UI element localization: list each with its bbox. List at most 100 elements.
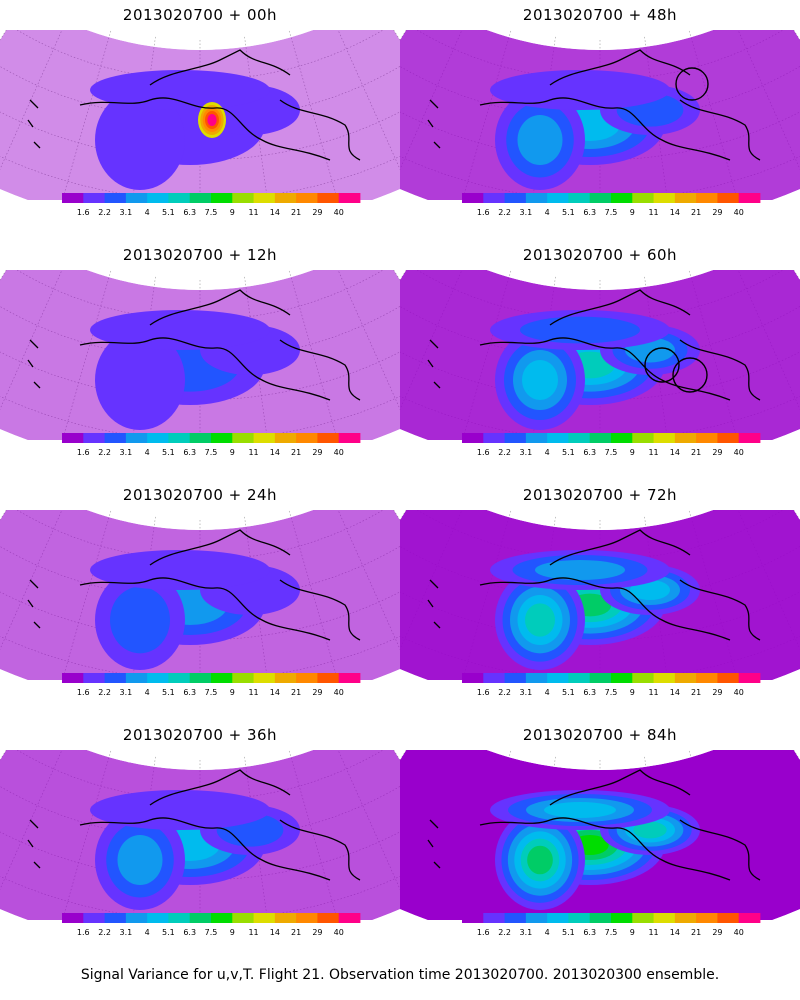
colorbar-swatch: [589, 193, 612, 203]
colorbar-tick-label: 21: [691, 448, 701, 457]
colorbar-tick-label: 9: [230, 688, 235, 697]
colorbar-swatch: [525, 433, 548, 443]
colorbar-tick-label: 11: [648, 688, 658, 697]
panel-72h: 2013020700 + 72h 1.6 2.2 3.1 4 5.1 6.3 7.5 9 11 1…: [400, 480, 800, 720]
contour-map: [0, 270, 400, 440]
latitude-line: [0, 111, 400, 161]
coastline: [427, 769, 761, 881]
colorbar-tick-label: 7.5: [605, 928, 618, 937]
colorbar-tick-label: 14: [670, 688, 680, 697]
colorbar-tick-label: 11: [248, 448, 258, 457]
colorbar-tick-label: 4: [545, 928, 550, 937]
colorbar-tick-label: 11: [648, 928, 658, 937]
contour-band: [207, 114, 217, 126]
colorbar-swatch: [547, 433, 569, 443]
colorbar-swatch: [589, 673, 612, 683]
contour-band: [490, 70, 670, 110]
colorbar-swatch: [525, 193, 548, 203]
colorbar-swatch: [696, 193, 718, 203]
variance-field: [0, 750, 400, 920]
colorbar-swatch: [189, 193, 212, 203]
colorbar-tick-label: 2.2: [98, 928, 111, 937]
colorbar-tick-label: 14: [270, 208, 280, 217]
colorbar-swatch: [483, 193, 505, 203]
coastline: [27, 49, 361, 161]
coastline: [27, 289, 361, 401]
panel-title: 2013020700 + 24h: [122, 486, 278, 504]
colorbar-tick-label: 9: [630, 208, 635, 217]
colorbar: 1.6 2.2 3.1 4 5.1 6.3 7.5 9 11 14 21 29 40: [62, 193, 361, 217]
colorbar-swatch: [296, 673, 318, 683]
colorbar-tick-label: 21: [291, 208, 301, 217]
colorbar-swatch: [738, 673, 761, 683]
colorbar-swatch: [232, 433, 254, 443]
coastline-segment: [679, 579, 761, 641]
contour-map: [0, 30, 400, 200]
colorbar-tick-label: 3.1: [519, 688, 532, 697]
contour-band: [535, 560, 625, 580]
colorbar-swatch: [147, 673, 169, 683]
colorbar-tick-label: 5.1: [562, 208, 575, 217]
colorbar-tick-label: 6.3: [583, 208, 596, 217]
colorbar-swatch: [717, 673, 740, 683]
colorbar-tick-label: 21: [291, 688, 301, 697]
colorbar-swatch: [547, 193, 569, 203]
colorbar-swatch: [274, 673, 297, 683]
colorbar-swatch: [125, 193, 148, 203]
colorbar-tick-label: 9: [630, 688, 635, 697]
contour-map: [400, 270, 800, 440]
colorbar-tick-label: 3.1: [519, 208, 532, 217]
coastline-segment: [479, 577, 731, 641]
coastline-segment: [27, 819, 41, 869]
colorbar-tick-label: 7.5: [205, 448, 218, 457]
panel-title: 2013020700 + 00h: [122, 6, 278, 24]
panel-84h: 2013020700 + 84h 1.6 2.2 3.1 4 5.1 6.3 7.5 9 11 1…: [400, 720, 800, 960]
panel-00h: 2013020700 + 00h 1.6 2.2 3.1 4 5.1 6.3 7.5 9 11 1…: [0, 0, 400, 240]
colorbar-swatch: [462, 193, 484, 203]
colorbar-swatch: [653, 913, 676, 923]
colorbar-swatch: [611, 673, 633, 683]
colorbar-swatch: [168, 913, 191, 923]
colorbar-swatch: [696, 673, 718, 683]
coastline: [427, 49, 761, 161]
coastline-segment: [79, 577, 331, 641]
colorbar-swatch: [104, 433, 127, 443]
colorbar-swatch: [696, 433, 718, 443]
colorbar-tick-label: 5.1: [162, 928, 175, 937]
colorbar-swatch: [632, 193, 654, 203]
colorbar-swatch: [62, 433, 84, 443]
colorbar-tick-label: 21: [291, 448, 301, 457]
colorbar-tick-label: 14: [670, 208, 680, 217]
colorbar-tick-label: 4: [145, 928, 150, 937]
contour-band: [544, 802, 616, 818]
contour-map: [0, 510, 400, 680]
contour-band: [90, 310, 270, 350]
contour-map: [400, 30, 800, 200]
graticule: [0, 30, 400, 200]
contour-band: [95, 90, 185, 190]
colorbar-swatch: [317, 913, 340, 923]
coastline-segment: [679, 339, 761, 401]
colorbar-swatch: [611, 193, 633, 203]
colorbar-tick-label: 5.1: [162, 688, 175, 697]
colorbar-swatch: [483, 673, 505, 683]
contour-band: [527, 845, 553, 875]
colorbar: 1.6 2.2 3.1 4 5.1 6.3 7.5 9 11 14 21 29 40: [462, 193, 761, 217]
colorbar: 1.6 2.2 3.1 4 5.1 6.3 7.5 9 11 14 21 29 40: [462, 433, 761, 457]
colorbar-swatch: [568, 433, 591, 443]
colorbar-swatch: [462, 673, 484, 683]
colorbar-swatch: [232, 193, 254, 203]
colorbar-tick-label: 11: [648, 208, 658, 217]
coastline-segment: [479, 817, 731, 881]
colorbar-tick-label: 3.1: [119, 928, 132, 937]
colorbar-tick-label: 29: [312, 688, 322, 697]
colorbar-tick-label: 3.1: [519, 928, 532, 937]
coastline-segment: [549, 529, 691, 566]
colorbar-swatch: [653, 673, 676, 683]
colorbar-tick-label: 21: [291, 928, 301, 937]
annotation-circle: [644, 347, 680, 383]
coastline-segment: [279, 819, 361, 881]
coastline-segment: [149, 769, 291, 806]
colorbar-swatch: [338, 193, 361, 203]
